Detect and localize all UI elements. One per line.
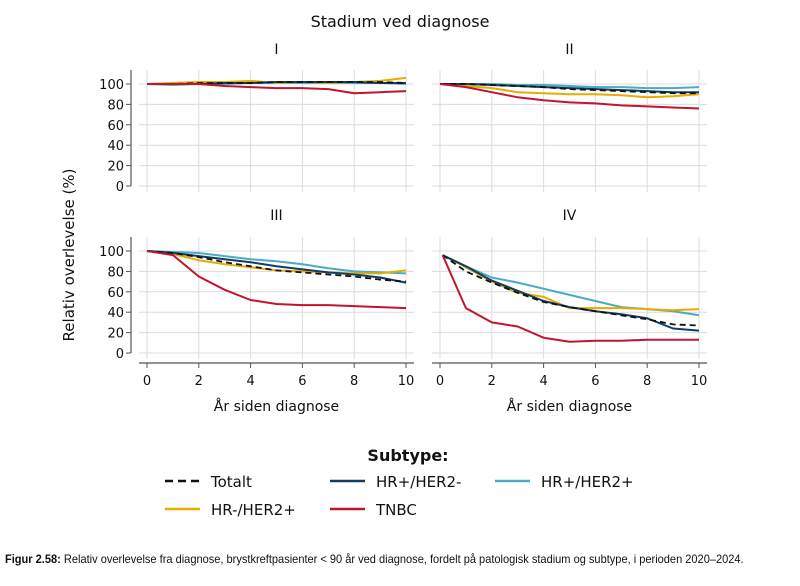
legend-label: TNBC	[375, 501, 417, 519]
y-tick-label: 60	[107, 119, 124, 134]
y-tick-label: 20	[107, 160, 124, 175]
y-tick-label: 0	[116, 180, 124, 195]
series-line-totalt	[146, 250, 407, 283]
legend-label: HR-/HER2+	[211, 501, 296, 519]
y-axis-label: Relativ overlevelse (%)	[60, 169, 78, 342]
x-tick-label: 8	[643, 374, 651, 389]
y-tick-label: 100	[99, 78, 124, 93]
series-line-hr-her2-	[442, 254, 700, 317]
y-tick-label: 100	[99, 245, 124, 260]
caption-text: Relativ overlevelse fra diagnose, brystk…	[63, 552, 744, 566]
panel-title: I	[274, 42, 278, 58]
x-axis-label: År siden diagnose	[507, 398, 632, 415]
caption-label: Figur 2.58:	[5, 552, 61, 566]
x-tick-label: 2	[488, 374, 496, 389]
series-line-hr-her2-	[439, 83, 700, 99]
y-tick-label: 80	[107, 265, 124, 280]
series-line-totalt	[442, 254, 700, 327]
x-tick-label: 4	[246, 374, 254, 389]
y-tick-label: 0	[116, 347, 124, 362]
x-tick-label: 0	[143, 374, 151, 389]
x-tick-label: 6	[591, 374, 599, 389]
y-tick-label: 20	[107, 327, 124, 342]
x-tick-label: 0	[436, 374, 444, 389]
legend-label: Totalt	[210, 473, 252, 491]
series-line-tnbc	[146, 250, 407, 310]
survival-chart: Stadium ved diagnose Relativ overlevelse …	[60, 12, 708, 519]
x-tick-label: 4	[539, 374, 547, 389]
figure-caption: Figur 2.58: Relativ overlevelse fra diag…	[5, 552, 796, 567]
x-axis-label: År siden diagnose	[214, 398, 339, 415]
series-line-tnbc	[439, 83, 700, 110]
series-line-hr-her2-	[146, 250, 407, 275]
panel-title: III	[270, 208, 282, 224]
legend-title: Subtype:	[367, 446, 448, 465]
x-tick-label: 8	[350, 374, 358, 389]
series-line-totalt	[440, 83, 699, 95]
x-tick-label: 2	[195, 374, 203, 389]
series-line-hr-her2-	[442, 254, 700, 312]
legend-label: HR+/HER2+	[541, 473, 634, 491]
panel-title: IV	[563, 208, 577, 224]
series-line-tnbc	[441, 254, 699, 343]
y-tick-label: 40	[107, 306, 124, 321]
panel-title: II	[565, 42, 573, 58]
legend-label: HR+/HER2-	[376, 473, 461, 491]
chart-title: Stadium ved diagnose	[311, 12, 490, 31]
x-tick-label: 10	[691, 374, 708, 389]
x-tick-label: 10	[398, 374, 415, 389]
y-tick-label: 40	[107, 139, 124, 154]
y-tick-label: 80	[107, 98, 124, 113]
y-tick-label: 60	[107, 286, 124, 301]
series-line-hr-her2-	[442, 254, 700, 332]
x-tick-label: 6	[298, 374, 306, 389]
series-line-tnbc	[147, 83, 407, 95]
